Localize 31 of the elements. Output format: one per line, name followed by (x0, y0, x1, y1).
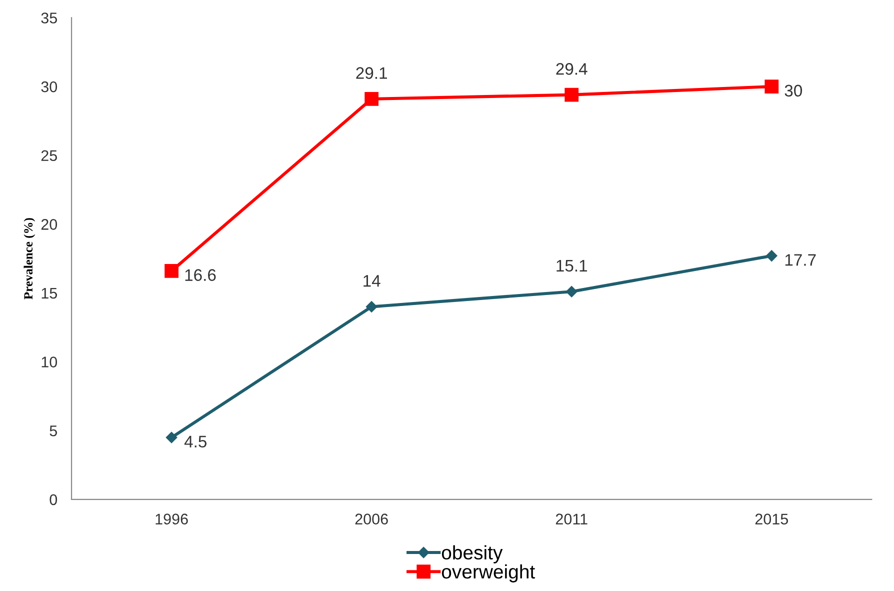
point (764, 80, 779, 94)
y-tick-label: 35 (41, 12, 57, 24)
y-tick-label: 5 (50, 426, 57, 436)
legend-label: overweight (442, 564, 535, 582)
y-tick-label: 25 (41, 150, 57, 162)
legend-label: obesity (442, 545, 503, 564)
data-label: 17.7 (785, 254, 816, 266)
data-label: 30 (784, 84, 802, 97)
y-tick-label: 10 (42, 356, 58, 368)
y-tick-label: 30 (41, 81, 58, 92)
point (364, 92, 379, 106)
point (566, 286, 578, 298)
data-label: 14 (364, 275, 380, 287)
point (166, 432, 178, 444)
y-axis-title: Prevalence (%) (24, 218, 36, 300)
y-tick-label: 15 (42, 288, 57, 299)
y-tick-label: 0 (50, 494, 58, 506)
y-tick-label: 20 (41, 219, 58, 230)
data-label: 4.5 (184, 436, 207, 448)
data-label: 15.1 (556, 260, 588, 272)
x-tick-label: 2015 (755, 514, 788, 525)
x-tick-label: 2006 (355, 514, 388, 525)
data-label: 29.4 (556, 63, 588, 75)
data-label: 29.1 (356, 67, 387, 79)
point (366, 301, 378, 312)
point (766, 250, 778, 262)
x-tick-label: 2011 (556, 514, 588, 525)
point (564, 88, 579, 102)
point (164, 264, 178, 278)
data-label: 16.6 (185, 269, 216, 281)
x-tick-label: 1996 (156, 514, 188, 525)
